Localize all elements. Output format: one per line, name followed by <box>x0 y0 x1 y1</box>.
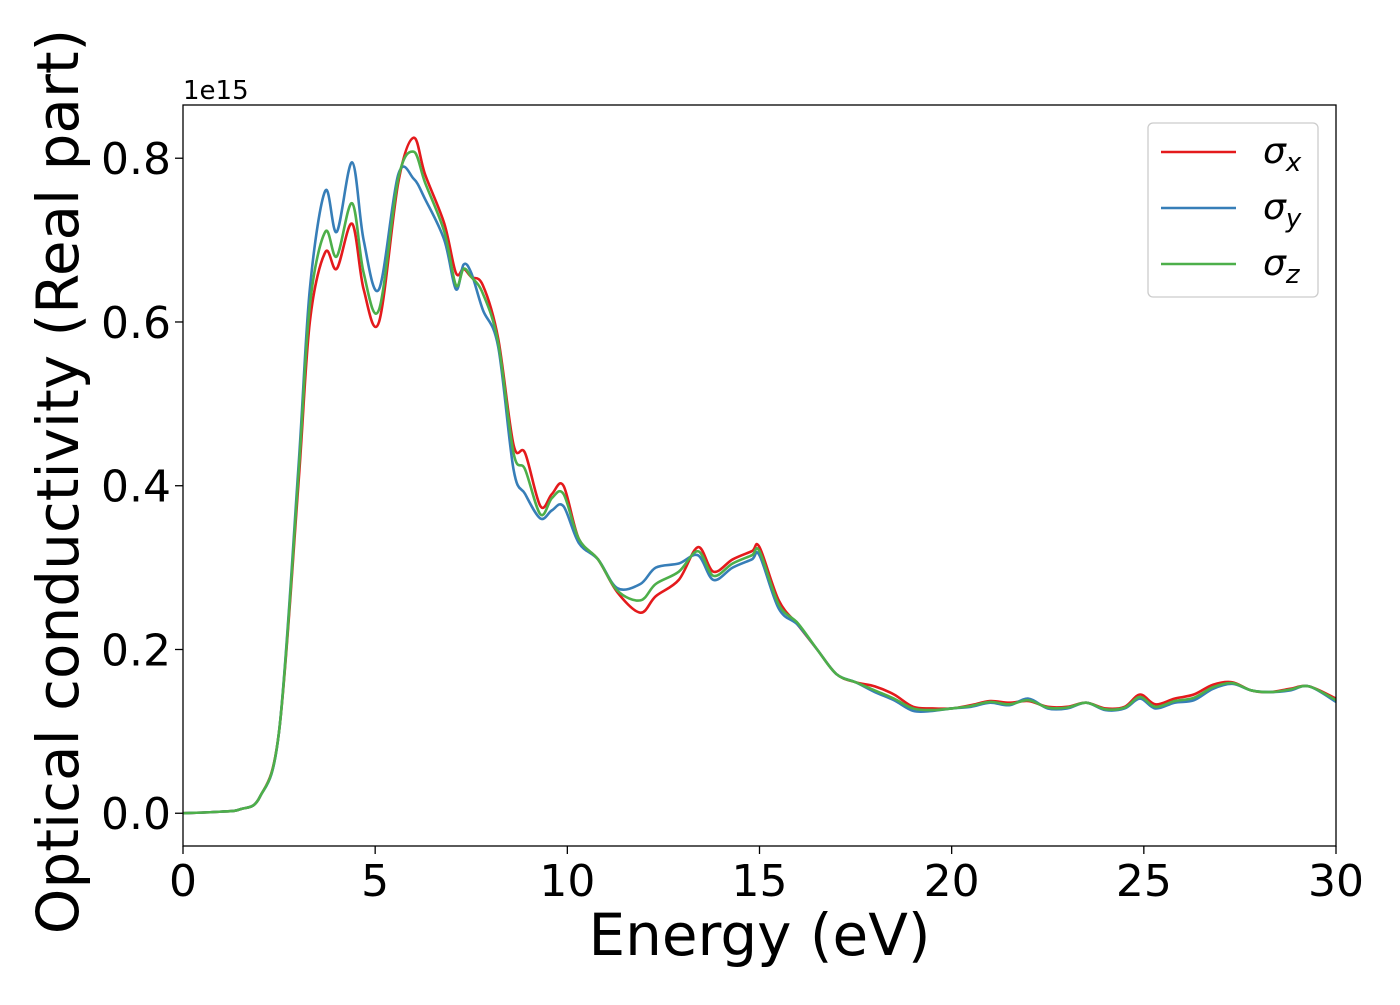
legend-symbol: σ <box>1263 131 1287 172</box>
legend-symbol: σ <box>1263 243 1287 284</box>
x-tick-label: 10 <box>539 856 595 907</box>
x-axis-label: Energy (eV) <box>588 901 930 969</box>
legend-box <box>1147 122 1319 298</box>
y-axis-offset-text: 1e15 <box>183 76 249 106</box>
legend-symbol: σ <box>1263 187 1287 228</box>
y-tick-label: 0.8 <box>101 134 171 185</box>
legend-label-y: σy <box>1263 187 1302 234</box>
x-tick-label: 5 <box>361 856 389 907</box>
series-layer <box>182 136 1337 815</box>
x-tick-label: 25 <box>1116 856 1172 907</box>
legend-subscript: y <box>1285 204 1302 234</box>
x-tick-label: 20 <box>924 856 980 907</box>
legend-label-z: σz <box>1263 243 1301 290</box>
legend-subscript: z <box>1285 260 1301 290</box>
y-tick-label: 0.0 <box>101 789 171 840</box>
legend-subscript: x <box>1285 148 1302 178</box>
series-line-z <box>182 150 1337 815</box>
x-tick-label: 30 <box>1308 856 1364 907</box>
x-axis: 0 5 10 15 20 25 30 <box>169 846 1364 907</box>
x-tick-label: 15 <box>732 856 788 907</box>
legend-label-x: σx <box>1263 131 1302 178</box>
y-axis-label: Optical conductivity (Real part) <box>24 29 92 934</box>
y-tick-label: 0.4 <box>101 462 171 513</box>
y-tick-label: 0.2 <box>101 625 171 676</box>
x-tick-label: 0 <box>169 856 197 907</box>
y-tick-label: 0.6 <box>101 298 171 349</box>
y-axis: 0.0 0.2 0.4 0.6 0.8 <box>101 134 183 840</box>
